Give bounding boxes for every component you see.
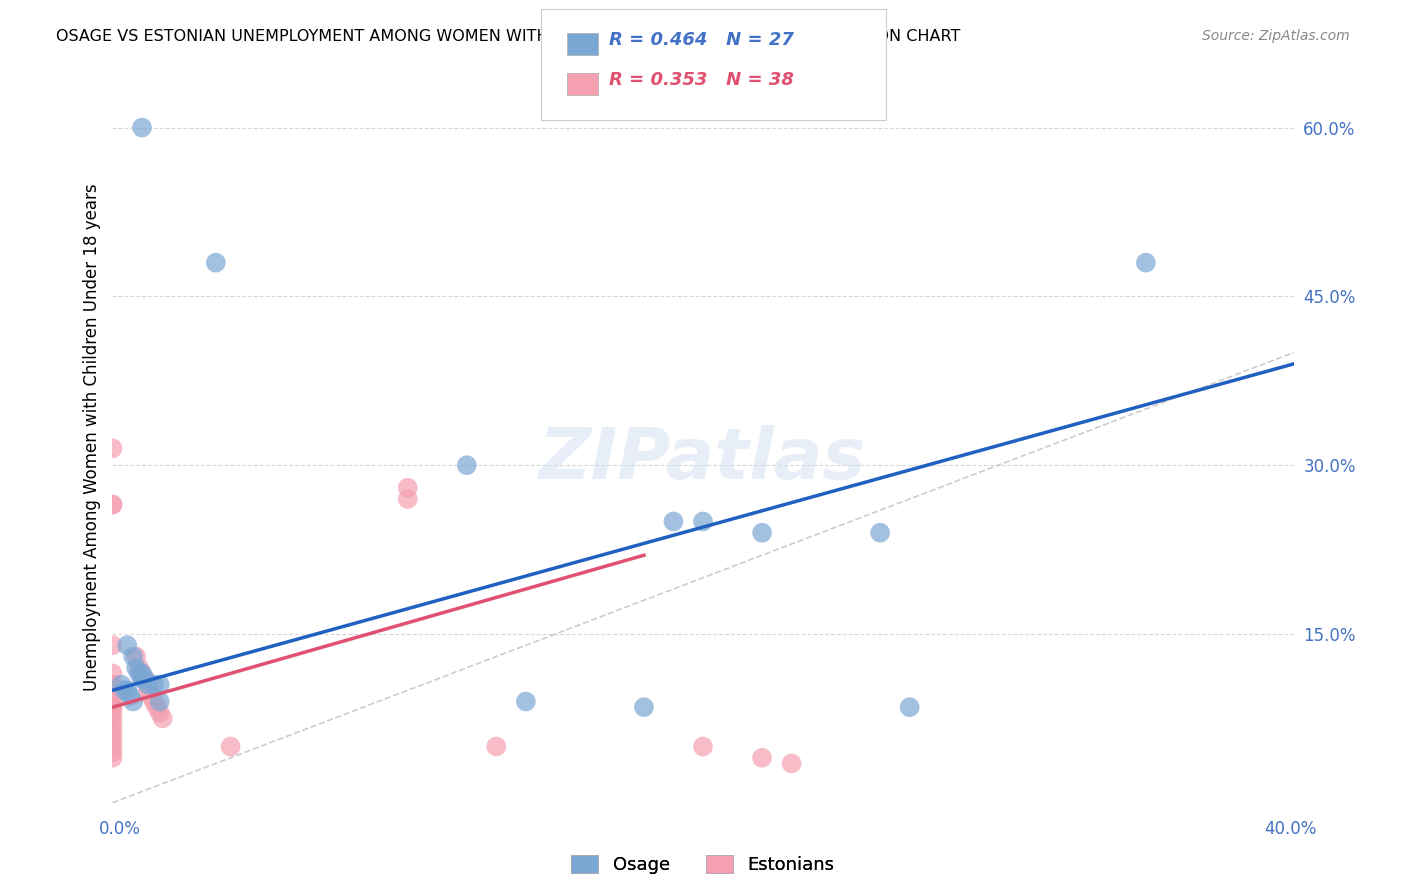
Point bbox=[396, 481, 419, 495]
Point bbox=[131, 120, 153, 135]
Text: R = 0.353   N = 38: R = 0.353 N = 38 bbox=[609, 70, 793, 88]
Point bbox=[101, 706, 124, 720]
Point bbox=[219, 739, 242, 754]
Point bbox=[101, 734, 124, 748]
Point bbox=[128, 666, 150, 681]
Point bbox=[117, 683, 138, 698]
Legend: Osage, Estonians: Osage, Estonians bbox=[564, 847, 842, 881]
Point bbox=[101, 498, 124, 512]
Point bbox=[101, 678, 124, 692]
Point bbox=[101, 751, 124, 765]
Point bbox=[152, 711, 174, 725]
Text: OSAGE VS ESTONIAN UNEMPLOYMENT AMONG WOMEN WITH CHILDREN UNDER 18 YEARS CORRELAT: OSAGE VS ESTONIAN UNEMPLOYMENT AMONG WOM… bbox=[56, 29, 960, 44]
Point bbox=[101, 683, 124, 698]
Point bbox=[110, 678, 132, 692]
Point bbox=[101, 442, 124, 456]
Point bbox=[396, 491, 419, 506]
Text: Source: ZipAtlas.com: Source: ZipAtlas.com bbox=[1202, 29, 1350, 43]
Point bbox=[131, 666, 153, 681]
Point bbox=[101, 700, 124, 714]
Text: 40.0%: 40.0% bbox=[1264, 820, 1317, 838]
Point bbox=[101, 694, 124, 708]
Point bbox=[898, 700, 921, 714]
Point bbox=[101, 745, 124, 759]
Point bbox=[456, 458, 478, 473]
Point bbox=[101, 728, 124, 742]
Point bbox=[101, 689, 124, 703]
Point bbox=[125, 661, 148, 675]
Point bbox=[101, 498, 124, 512]
Point bbox=[780, 756, 803, 771]
Point bbox=[149, 694, 172, 708]
Point bbox=[149, 706, 172, 720]
Point bbox=[128, 661, 150, 675]
Point bbox=[662, 515, 685, 529]
Point bbox=[136, 678, 159, 692]
Text: 0.0%: 0.0% bbox=[98, 820, 141, 838]
Point bbox=[131, 666, 153, 681]
Point bbox=[142, 678, 165, 692]
Point bbox=[101, 723, 124, 737]
Point bbox=[692, 739, 714, 754]
Point bbox=[633, 700, 655, 714]
Point bbox=[146, 700, 169, 714]
Point bbox=[1135, 255, 1157, 269]
Point bbox=[101, 700, 124, 714]
Point bbox=[142, 694, 165, 708]
Point bbox=[692, 515, 714, 529]
Point bbox=[122, 649, 145, 664]
Point bbox=[149, 678, 172, 692]
Point bbox=[101, 666, 124, 681]
Y-axis label: Unemployment Among Women with Children Under 18 years: Unemployment Among Women with Children U… bbox=[83, 183, 101, 691]
Point bbox=[205, 255, 228, 269]
Point bbox=[101, 717, 124, 731]
Point bbox=[136, 683, 159, 698]
Point bbox=[485, 739, 508, 754]
Point bbox=[101, 711, 124, 725]
Point bbox=[101, 638, 124, 652]
Text: R = 0.464   N = 27: R = 0.464 N = 27 bbox=[609, 30, 793, 48]
Text: ZIPatlas: ZIPatlas bbox=[540, 425, 866, 493]
Point bbox=[515, 694, 537, 708]
Point bbox=[101, 678, 124, 692]
Point bbox=[751, 751, 773, 765]
Point bbox=[134, 672, 156, 686]
Point bbox=[139, 689, 162, 703]
Point bbox=[101, 739, 124, 754]
Point bbox=[122, 694, 145, 708]
Point bbox=[125, 649, 148, 664]
Point bbox=[134, 672, 156, 686]
Point bbox=[131, 672, 153, 686]
Point bbox=[117, 638, 138, 652]
Point bbox=[120, 689, 142, 703]
Point bbox=[869, 525, 891, 540]
Point bbox=[751, 525, 773, 540]
Point bbox=[112, 683, 135, 698]
